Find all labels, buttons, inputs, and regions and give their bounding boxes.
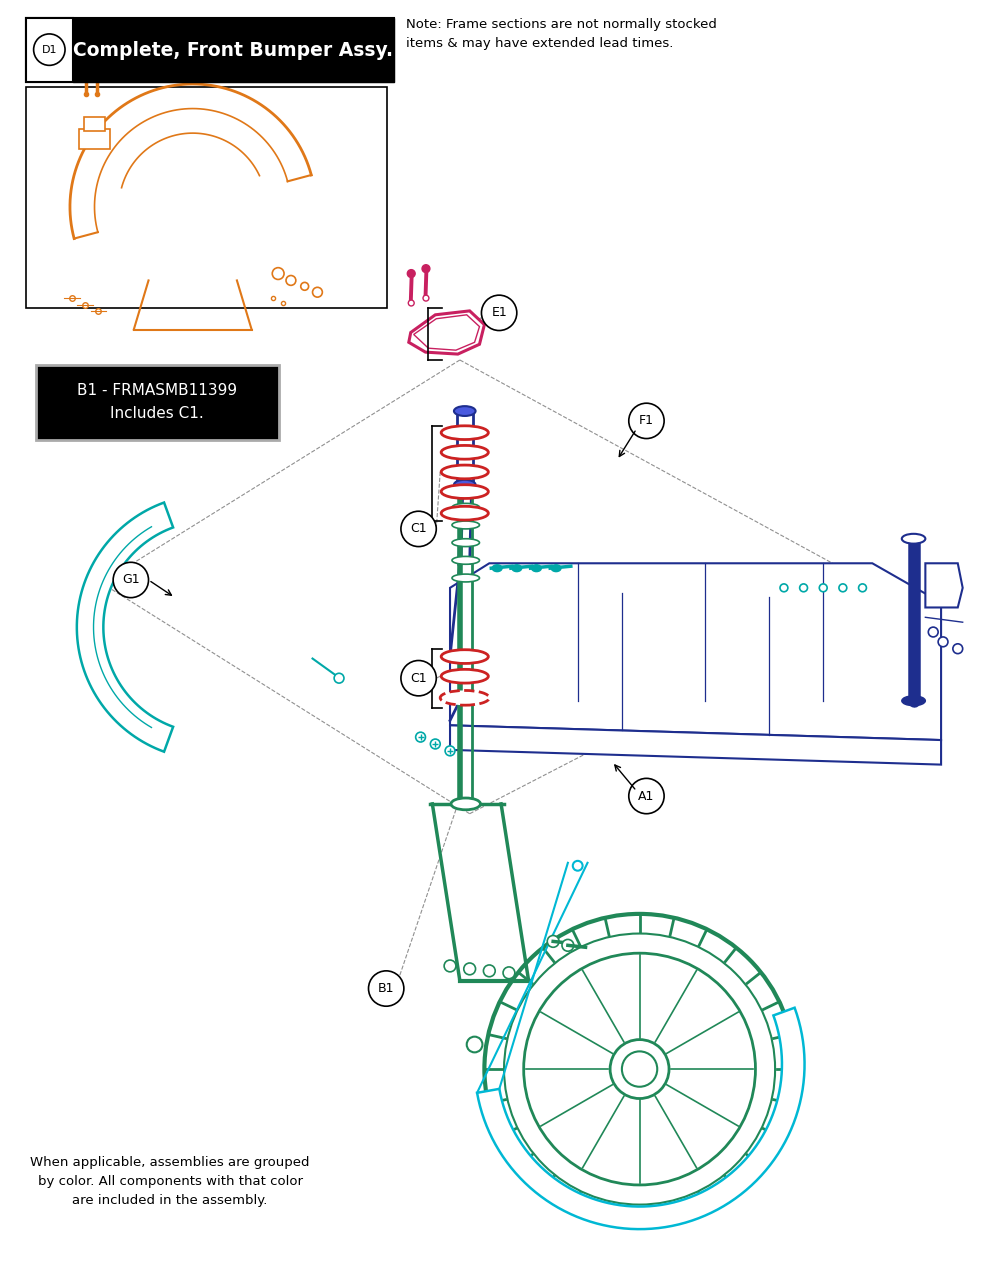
Ellipse shape: [441, 485, 488, 498]
Circle shape: [622, 1052, 657, 1087]
Ellipse shape: [452, 521, 479, 528]
Ellipse shape: [440, 691, 489, 706]
Ellipse shape: [441, 669, 488, 683]
FancyBboxPatch shape: [73, 18, 394, 82]
Ellipse shape: [441, 650, 488, 664]
Text: F1: F1: [639, 414, 654, 427]
Circle shape: [483, 965, 495, 977]
Circle shape: [113, 563, 149, 598]
Text: C1: C1: [410, 672, 427, 684]
Ellipse shape: [454, 407, 476, 416]
FancyBboxPatch shape: [26, 87, 387, 308]
Polygon shape: [414, 314, 479, 350]
Circle shape: [547, 935, 559, 948]
Circle shape: [610, 1040, 669, 1098]
Circle shape: [859, 584, 866, 592]
FancyBboxPatch shape: [79, 129, 110, 148]
Circle shape: [467, 1036, 482, 1053]
Circle shape: [481, 295, 517, 331]
Ellipse shape: [551, 565, 561, 571]
Circle shape: [334, 673, 344, 683]
Polygon shape: [925, 564, 963, 607]
Circle shape: [928, 627, 938, 637]
Circle shape: [629, 403, 664, 438]
Polygon shape: [409, 310, 484, 353]
Ellipse shape: [452, 556, 479, 564]
Text: C1: C1: [410, 522, 427, 536]
Circle shape: [430, 739, 440, 749]
Polygon shape: [450, 564, 941, 740]
Text: B1: B1: [378, 982, 394, 995]
Circle shape: [504, 934, 775, 1205]
Circle shape: [408, 300, 414, 305]
Circle shape: [272, 267, 284, 280]
Circle shape: [562, 939, 574, 952]
Circle shape: [422, 265, 430, 272]
Ellipse shape: [441, 507, 488, 519]
Text: D1: D1: [42, 44, 57, 54]
Ellipse shape: [492, 565, 502, 571]
Polygon shape: [450, 725, 941, 764]
Circle shape: [800, 584, 808, 592]
Ellipse shape: [451, 798, 480, 810]
Text: Complete, Front Bumper Assy.: Complete, Front Bumper Assy.: [73, 41, 393, 60]
Ellipse shape: [441, 446, 488, 459]
Polygon shape: [477, 1007, 805, 1229]
Ellipse shape: [452, 574, 479, 582]
Circle shape: [301, 283, 309, 290]
Circle shape: [313, 288, 322, 298]
Circle shape: [524, 953, 755, 1185]
Circle shape: [503, 967, 515, 978]
Circle shape: [819, 584, 827, 592]
Circle shape: [938, 637, 948, 646]
Text: When applicable, assemblies are grouped
by color. All components with that color: When applicable, assemblies are grouped …: [30, 1156, 310, 1206]
Ellipse shape: [452, 538, 479, 546]
Ellipse shape: [512, 565, 522, 571]
Ellipse shape: [902, 696, 925, 706]
Circle shape: [401, 511, 436, 546]
Polygon shape: [77, 503, 173, 751]
Circle shape: [444, 960, 456, 972]
Circle shape: [407, 270, 415, 277]
Text: Note: Frame sections are not normally stocked
items & may have extended lead tim: Note: Frame sections are not normally st…: [406, 18, 717, 49]
Ellipse shape: [441, 426, 488, 440]
Circle shape: [369, 971, 404, 1006]
FancyBboxPatch shape: [26, 18, 73, 82]
Circle shape: [839, 584, 847, 592]
Text: G1: G1: [122, 574, 140, 587]
Ellipse shape: [452, 485, 479, 494]
FancyBboxPatch shape: [84, 118, 105, 132]
Circle shape: [464, 963, 476, 974]
Ellipse shape: [532, 565, 541, 571]
Circle shape: [629, 778, 664, 813]
Ellipse shape: [441, 465, 488, 479]
Circle shape: [445, 746, 455, 756]
Text: B1 - FRMASMB11399
Includes C1.: B1 - FRMASMB11399 Includes C1.: [77, 383, 237, 422]
Ellipse shape: [454, 480, 476, 489]
Circle shape: [34, 34, 65, 66]
Circle shape: [401, 660, 436, 696]
Circle shape: [286, 275, 296, 285]
Circle shape: [423, 295, 429, 302]
FancyBboxPatch shape: [26, 18, 394, 82]
Circle shape: [484, 914, 795, 1224]
Circle shape: [953, 644, 963, 654]
Text: A1: A1: [638, 789, 655, 802]
Circle shape: [780, 584, 788, 592]
Ellipse shape: [902, 533, 925, 544]
Ellipse shape: [452, 503, 479, 511]
FancyBboxPatch shape: [36, 365, 279, 440]
Circle shape: [573, 860, 583, 870]
Text: E1: E1: [491, 307, 507, 319]
Circle shape: [416, 732, 425, 742]
